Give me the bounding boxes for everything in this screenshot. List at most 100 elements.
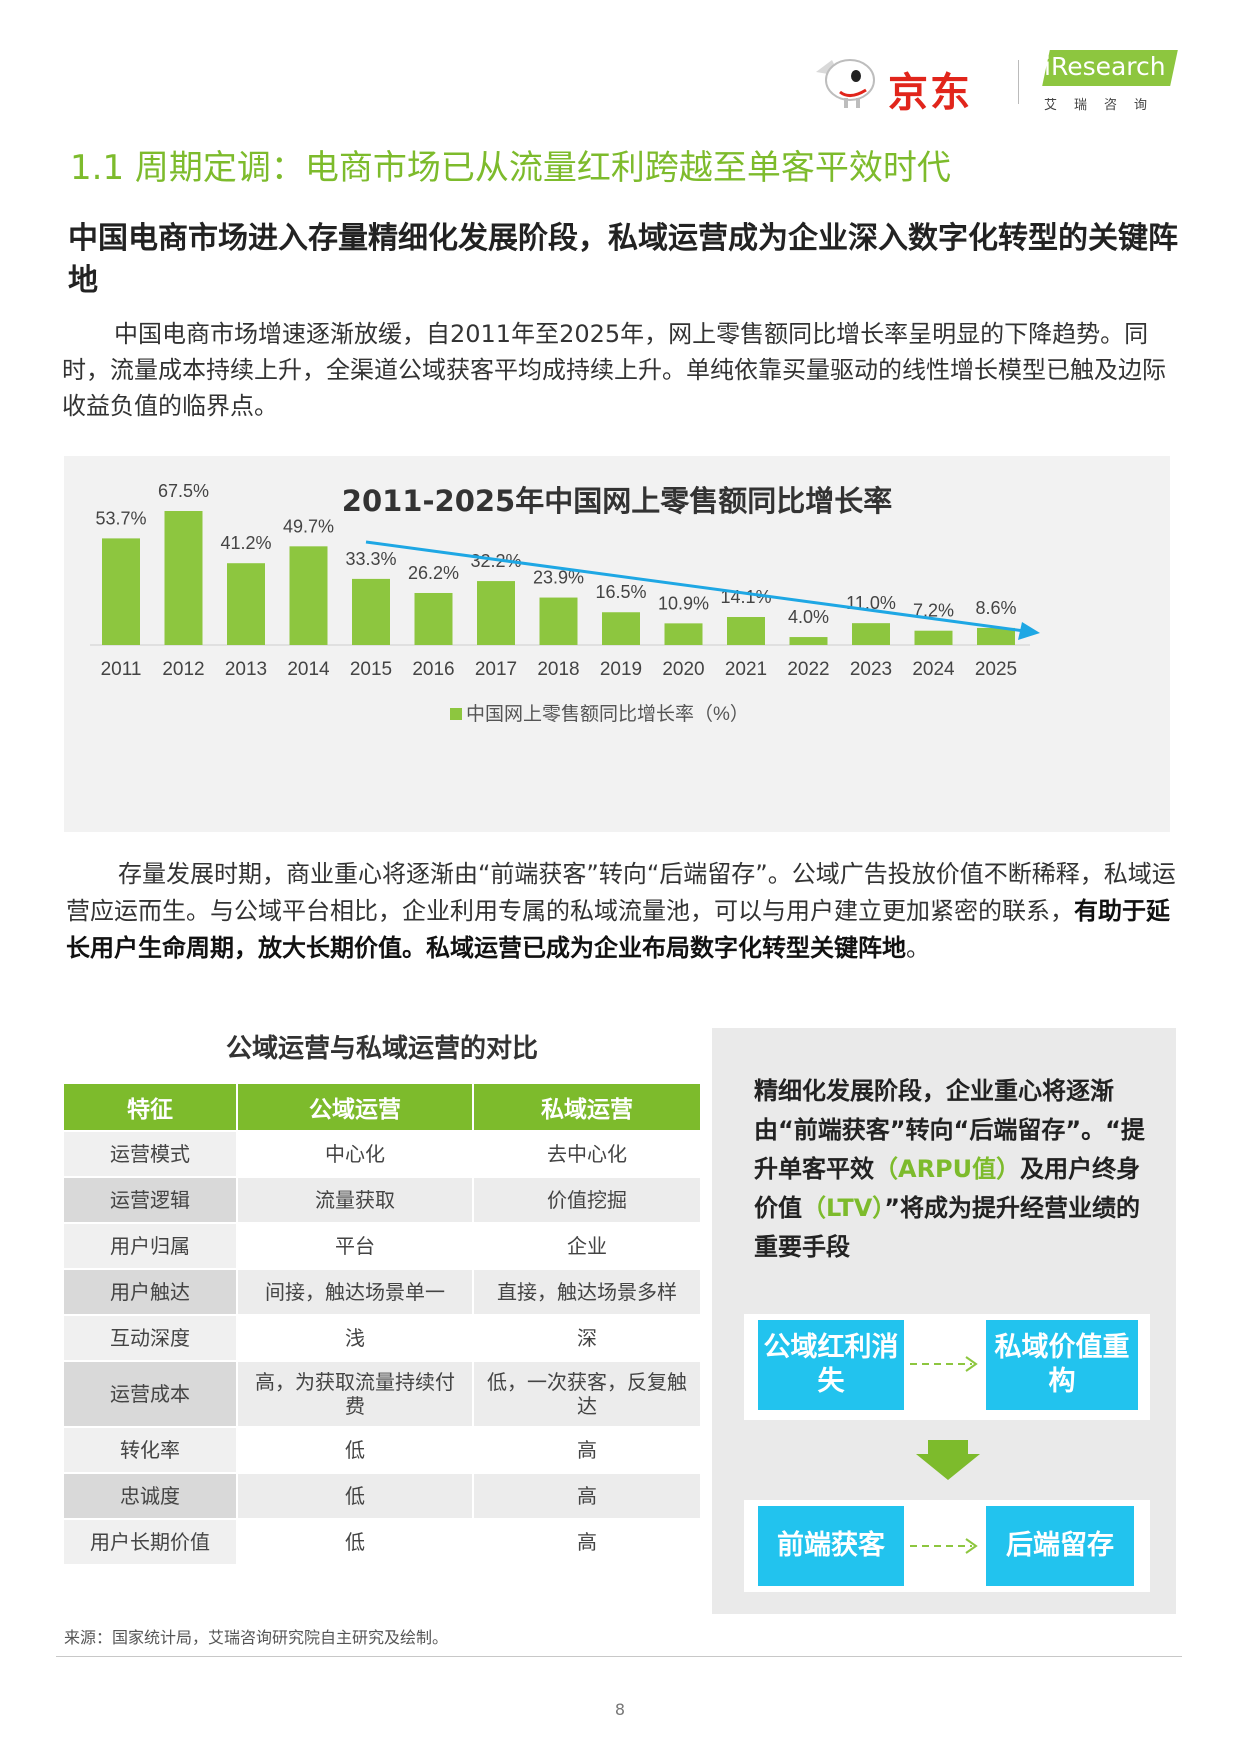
summary-text-e: ”将成为提升经营业绩的重要手段	[754, 1194, 1141, 1261]
table-cell-feature: 运营逻辑	[64, 1176, 238, 1222]
bar	[477, 581, 515, 645]
iresearch-wordmark: iResearch	[1044, 52, 1166, 81]
data-label: 8.6%	[975, 598, 1016, 618]
bar	[602, 612, 640, 645]
data-label: 16.5%	[595, 582, 646, 602]
iresearch-logo: iResearch 艾瑞咨询	[1040, 46, 1190, 118]
body-paragraph: 存量发展时期，商业重心将逐渐由“前端获客”转向“后端留存”。公域广告投放价值不断…	[66, 856, 1178, 967]
table-cell-private: 直接，触达场景多样	[474, 1268, 700, 1314]
page-number: 8	[614, 1700, 626, 1719]
iresearch-subtitle: 艾瑞咨询	[1044, 98, 1165, 113]
x-tick-label: 2012	[162, 659, 204, 680]
table-cell-feature: 用户触达	[64, 1268, 238, 1314]
x-tick-label: 2024	[912, 659, 955, 680]
x-tick-label: 2011	[101, 659, 142, 680]
data-label: 26.2%	[408, 563, 459, 583]
section-title: 1.1 周期定调：电商市场已从流量红利跨越至单客平效时代	[70, 148, 951, 188]
table-cell-private: 高	[474, 1426, 700, 1472]
bar	[102, 538, 140, 645]
table-cell-private: 企业	[474, 1222, 700, 1268]
bar	[414, 592, 453, 645]
summary-ltv: （LTV）	[802, 1194, 885, 1222]
summary-arpu: （ARPU值）	[874, 1155, 1021, 1183]
table-cell-public: 流量获取	[238, 1176, 474, 1222]
summary-text-a: 精细化发展阶段，企业重心将逐渐由“前端获客”转向“后端留存”。“提升单客平效	[754, 1077, 1145, 1183]
legend-label: 中国网上零售额同比增长率（%）	[466, 703, 749, 725]
table-header-row: 特征 公域运营 私域运营	[64, 1084, 700, 1130]
data-label: 7.2%	[913, 601, 954, 621]
chart-title: 2011-2025年中国网上零售额同比增长率	[341, 484, 893, 518]
data-label: 53.7%	[95, 508, 146, 528]
x-tick-label: 2015	[350, 659, 392, 680]
bar	[852, 623, 890, 645]
table-cell-private: 高	[474, 1472, 700, 1518]
bar	[352, 578, 390, 645]
source-note: 来源：国家统计局，艾瑞咨询研究院自主研究及绘制。	[64, 1628, 449, 1647]
data-label: 23.9%	[533, 568, 584, 588]
bar	[289, 546, 328, 645]
x-tick-label: 2021	[725, 659, 767, 680]
data-label: 41.2%	[220, 533, 271, 553]
footer-divider	[56, 1656, 1182, 1657]
table-row: 运营模式 中心化 去中心化	[64, 1130, 700, 1176]
jd-logo: 京东	[810, 50, 990, 116]
table-cell-public: 间接，触达场景单一	[238, 1268, 474, 1314]
flow-box-public-dividend: 公域红利消失	[758, 1320, 904, 1410]
bar	[789, 637, 828, 645]
flow-box-back-retention: 后端留存	[986, 1506, 1134, 1586]
trend-arrow-line	[365, 540, 1033, 634]
headline: 中国电商市场进入存量精细化发展阶段，私域运营成为企业深入数字化转型的关键阵地	[68, 221, 1178, 298]
jd-wordmark: 京东	[888, 70, 972, 116]
table-cell-feature: 忠诚度	[64, 1472, 238, 1518]
x-tick-label: 2013	[225, 659, 267, 680]
x-tick-label: 2025	[975, 659, 1017, 680]
table-cell-feature: 互动深度	[64, 1314, 238, 1360]
summary-text: 精细化发展阶段，企业重心将逐渐由“前端获客”转向“后端留存”。“提升单客平效（A…	[754, 1072, 1150, 1267]
data-label: 10.9%	[658, 593, 709, 613]
table-cell-private: 价值挖掘	[474, 1176, 700, 1222]
bar	[977, 627, 1015, 645]
bar-chart: 53.7% 2011 67.5% 2012 41.2% 2013 49.7% 2014 33.3…	[90, 481, 1040, 725]
table-cell-public: 低	[238, 1472, 474, 1518]
legend-swatch	[450, 708, 462, 720]
bar	[914, 630, 953, 645]
x-tick-label: 2014	[287, 659, 330, 680]
table-row: 忠诚度低高	[64, 1472, 700, 1518]
bar	[727, 617, 765, 645]
x-tick-label: 2020	[662, 659, 704, 680]
data-label: 67.5%	[158, 481, 209, 501]
x-tick-label: 2022	[787, 659, 829, 680]
table-cell-feature: 用户长期价值	[64, 1518, 238, 1564]
x-tick-label: 2016	[412, 659, 454, 680]
table-cell-feature: 运营成本	[64, 1360, 238, 1426]
x-tick-label: 2019	[600, 659, 642, 680]
table-cell-public: 低	[238, 1518, 474, 1564]
comparison-table: 特征 公域运营 私域运营 运营模式 中心化 去中心化 运营逻辑 流量获取 价值挖掘 用户归属…	[64, 1084, 700, 1564]
table-cell-public: 浅	[238, 1314, 474, 1360]
table-header-public: 公域运营	[238, 1084, 474, 1130]
bar	[539, 597, 578, 645]
bar	[164, 511, 203, 645]
data-label: 33.3%	[345, 549, 396, 569]
data-label: 4.0%	[788, 607, 829, 627]
body-paragraph-text: 存量发展时期，商业重心将逐渐由“前端获客”转向“后端留存”。公域广告投放价值不断…	[66, 860, 1176, 925]
table-cell-feature: 转化率	[64, 1426, 238, 1472]
bar	[664, 623, 703, 645]
table-cell-private: 深	[474, 1314, 700, 1360]
body-paragraph-end: 。	[906, 934, 930, 962]
x-tick-label: 2018	[537, 659, 579, 680]
trend-arrow-head-icon	[1018, 622, 1040, 640]
table-row: 运营逻辑 流量获取 价值挖掘	[64, 1176, 700, 1222]
x-tick-label: 2017	[475, 659, 517, 680]
jd-mascot-icon	[816, 59, 875, 108]
flow-box-private-value: 私域价值重构	[986, 1320, 1138, 1410]
table-row: 用户触达 间接，触达场景单一 直接，触达场景多样	[64, 1268, 700, 1314]
logo-divider	[1018, 60, 1019, 104]
table-row: 运营成本 高，为获取流量持续付费 低，一次获客，反复触达	[64, 1360, 700, 1426]
x-tick-label: 2023	[850, 659, 892, 680]
table-row: 转化率低高	[64, 1426, 700, 1472]
table-row: 用户归属 平台 企业	[64, 1222, 700, 1268]
table-cell-private: 低，一次获客，反复触达	[474, 1360, 700, 1426]
table-row: 用户长期价值低高	[64, 1518, 700, 1564]
table-cell-private: 高	[474, 1518, 700, 1564]
